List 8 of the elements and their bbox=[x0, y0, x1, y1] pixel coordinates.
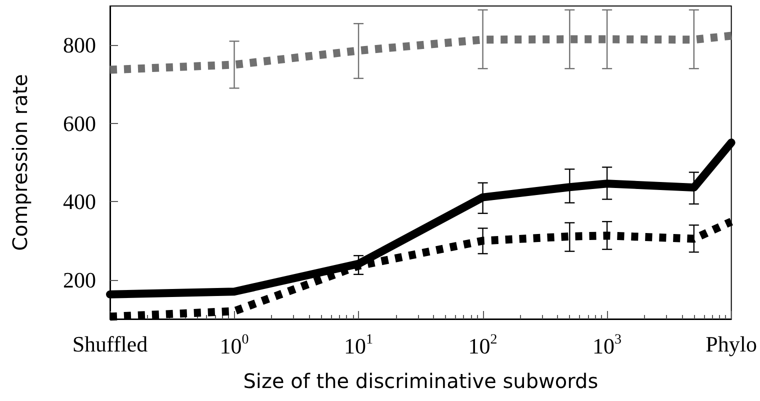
x-tick-label: Phylo bbox=[706, 332, 758, 356]
x-axis-title: Size of the discriminative subwords bbox=[243, 369, 598, 393]
y-axis-title: Compression rate bbox=[8, 74, 32, 251]
y-tick-label: 600 bbox=[63, 110, 96, 136]
x-tick-label: Shuffled bbox=[72, 332, 148, 356]
y-tick-label: 200 bbox=[63, 267, 96, 292]
y-tick-label: 800 bbox=[63, 32, 96, 58]
y-tick-label: 400 bbox=[63, 189, 96, 214]
